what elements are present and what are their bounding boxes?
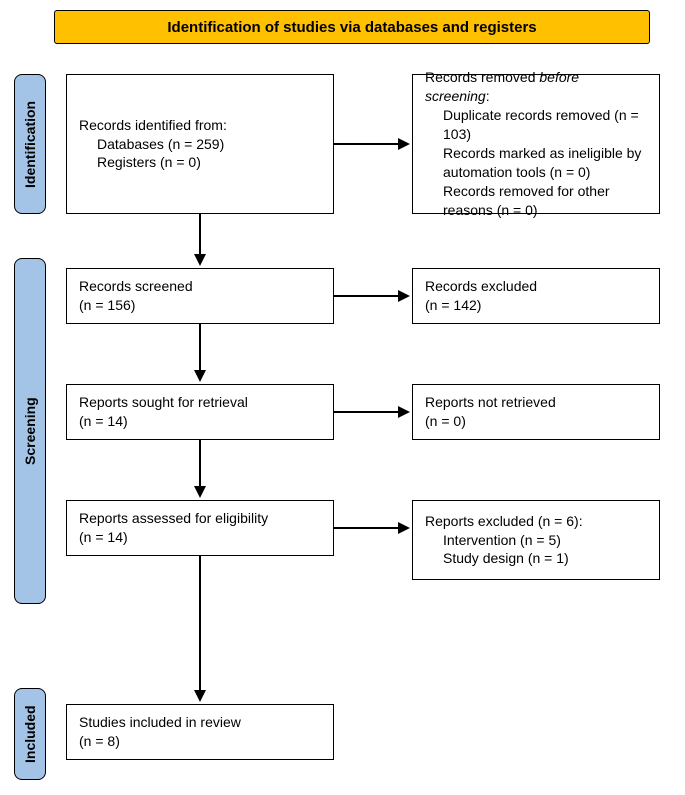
arrow-h-0 bbox=[334, 143, 398, 145]
arrow-h-1 bbox=[334, 295, 398, 297]
arrow-h-3 bbox=[334, 527, 398, 529]
prisma-flowchart: Identification of studies via databases … bbox=[0, 0, 685, 795]
arrow-v-6 bbox=[199, 440, 201, 486]
phase-label-included: Included bbox=[14, 688, 46, 780]
arrow-head-d-5 bbox=[194, 370, 206, 382]
arrow-v-7 bbox=[199, 556, 201, 690]
box-identified: Records identified from:Databases (n = 2… bbox=[66, 74, 334, 214]
arrow-head-2 bbox=[398, 406, 410, 418]
arrow-head-d-4 bbox=[194, 254, 206, 266]
title-banner: Identification of studies via databases … bbox=[54, 10, 650, 44]
box-excluded: Records excluded(n = 142) bbox=[412, 268, 660, 324]
box-sought: Reports sought for retrieval(n = 14) bbox=[66, 384, 334, 440]
box-not_retrieved: Reports not retrieved(n = 0) bbox=[412, 384, 660, 440]
arrow-head-d-7 bbox=[194, 690, 206, 702]
box-assessed: Reports assessed for eligibility(n = 14) bbox=[66, 500, 334, 556]
box-screened: Records screened(n = 156) bbox=[66, 268, 334, 324]
arrow-head-0 bbox=[398, 138, 410, 150]
arrow-v-4 bbox=[199, 214, 201, 254]
arrow-head-d-6 bbox=[194, 486, 206, 498]
phase-label-screening: Screening bbox=[14, 258, 46, 604]
box-removed_before: Records removed before screening:Duplica… bbox=[412, 74, 660, 214]
arrow-v-5 bbox=[199, 324, 201, 370]
box-included_box: Studies included in review(n = 8) bbox=[66, 704, 334, 760]
box-reports_excluded: Reports excluded (n = 6):Intervention (n… bbox=[412, 500, 660, 580]
phase-label-identification: Identification bbox=[14, 74, 46, 214]
arrow-head-3 bbox=[398, 522, 410, 534]
arrow-h-2 bbox=[334, 411, 398, 413]
arrow-head-1 bbox=[398, 290, 410, 302]
